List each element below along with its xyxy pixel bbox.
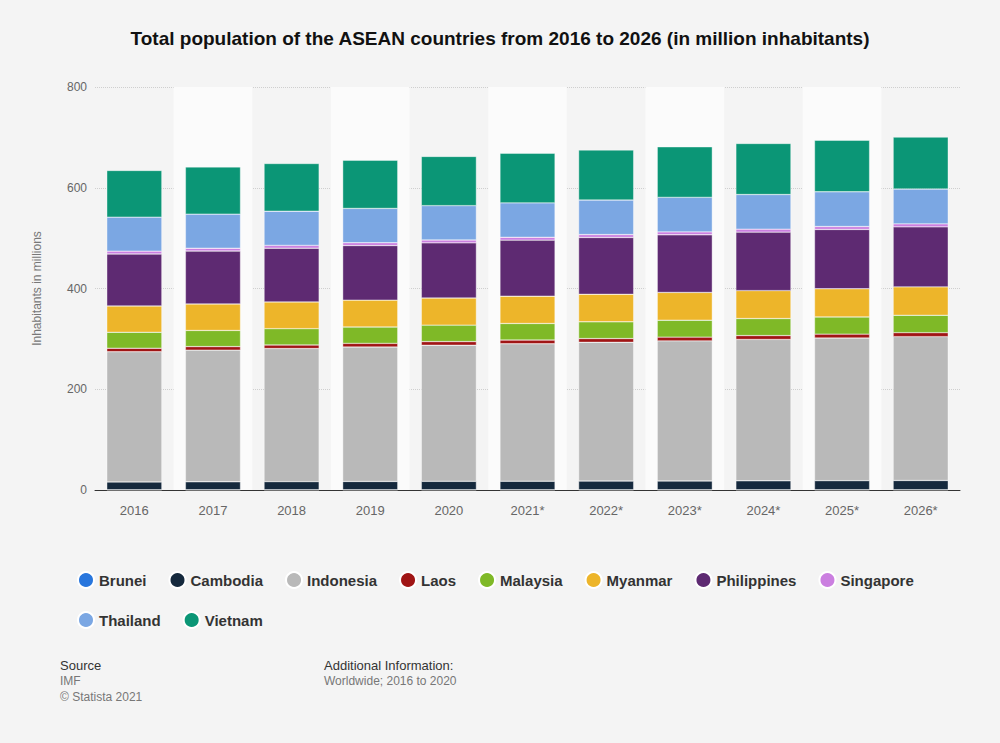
svg-text:2019: 2019 (356, 503, 385, 518)
svg-text:Myanmar: Myanmar (607, 572, 673, 589)
svg-text:Malaysia: Malaysia (500, 572, 563, 589)
svg-text:2026*: 2026* (904, 503, 938, 518)
svg-text:2021*: 2021* (511, 503, 545, 518)
svg-text:Thailand: Thailand (99, 612, 161, 629)
svg-text:400: 400 (67, 282, 87, 296)
svg-text:Vietnam: Vietnam (205, 612, 263, 629)
svg-text:2016: 2016 (120, 503, 149, 518)
svg-text:2020: 2020 (434, 503, 463, 518)
svg-text:2022*: 2022* (589, 503, 623, 518)
svg-text:Philippines: Philippines (716, 572, 796, 589)
svg-text:Total population of the ASEAN: Total population of the ASEAN countries … (131, 28, 870, 49)
svg-text:Singapore: Singapore (840, 572, 913, 589)
svg-text:800: 800 (67, 80, 87, 94)
svg-text:Source: Source (60, 658, 101, 673)
svg-text:0: 0 (80, 483, 87, 497)
svg-text:© Statista 2021: © Statista 2021 (60, 690, 143, 704)
svg-text:Indonesia: Indonesia (307, 572, 378, 589)
svg-text:Laos: Laos (421, 572, 456, 589)
svg-text:600: 600 (67, 181, 87, 195)
svg-text:Cambodia: Cambodia (191, 572, 264, 589)
svg-text:IMF: IMF (60, 674, 81, 688)
svg-text:2023*: 2023* (668, 503, 702, 518)
svg-text:Inhabitants in millions: Inhabitants in millions (30, 231, 44, 346)
svg-text:200: 200 (67, 382, 87, 396)
svg-text:2018: 2018 (277, 503, 306, 518)
svg-text:Additional Information:: Additional Information: (324, 658, 453, 673)
svg-text:Brunei: Brunei (99, 572, 147, 589)
svg-text:2017: 2017 (198, 503, 227, 518)
svg-text:2024*: 2024* (746, 503, 780, 518)
svg-text:2025*: 2025* (825, 503, 859, 518)
svg-text:Worldwide; 2016 to 2020: Worldwide; 2016 to 2020 (324, 674, 457, 688)
